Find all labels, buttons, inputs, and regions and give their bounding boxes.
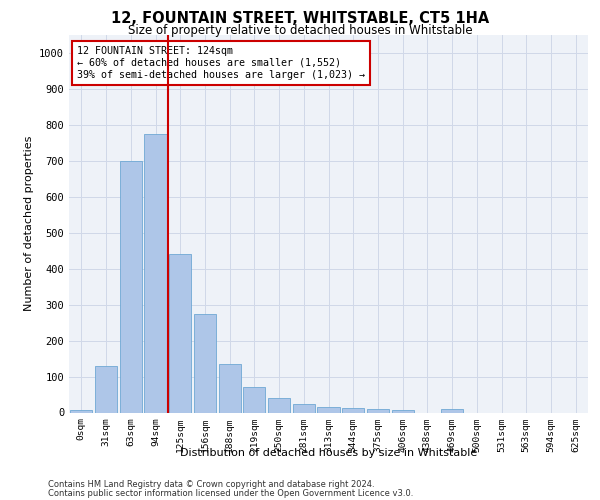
Bar xyxy=(367,409,389,412)
Bar xyxy=(441,409,463,412)
Text: Distribution of detached houses by size in Whitstable: Distribution of detached houses by size … xyxy=(180,448,478,458)
Bar xyxy=(145,134,167,412)
Text: Size of property relative to detached houses in Whitstable: Size of property relative to detached ho… xyxy=(128,24,472,37)
Bar xyxy=(243,388,265,412)
Text: Contains public sector information licensed under the Open Government Licence v3: Contains public sector information licen… xyxy=(48,489,413,498)
Bar xyxy=(293,404,315,412)
Y-axis label: Number of detached properties: Number of detached properties xyxy=(23,136,34,312)
Bar xyxy=(218,364,241,412)
Bar xyxy=(70,410,92,412)
Text: 12, FOUNTAIN STREET, WHITSTABLE, CT5 1HA: 12, FOUNTAIN STREET, WHITSTABLE, CT5 1HA xyxy=(111,11,489,26)
Bar xyxy=(268,398,290,412)
Bar xyxy=(342,408,364,412)
Text: Contains HM Land Registry data © Crown copyright and database right 2024.: Contains HM Land Registry data © Crown c… xyxy=(48,480,374,489)
Bar xyxy=(194,314,216,412)
Bar xyxy=(317,407,340,412)
Bar xyxy=(392,410,414,412)
Bar xyxy=(119,161,142,412)
Bar xyxy=(95,366,117,412)
Text: 12 FOUNTAIN STREET: 124sqm
← 60% of detached houses are smaller (1,552)
39% of s: 12 FOUNTAIN STREET: 124sqm ← 60% of deta… xyxy=(77,46,365,80)
Bar xyxy=(169,254,191,412)
